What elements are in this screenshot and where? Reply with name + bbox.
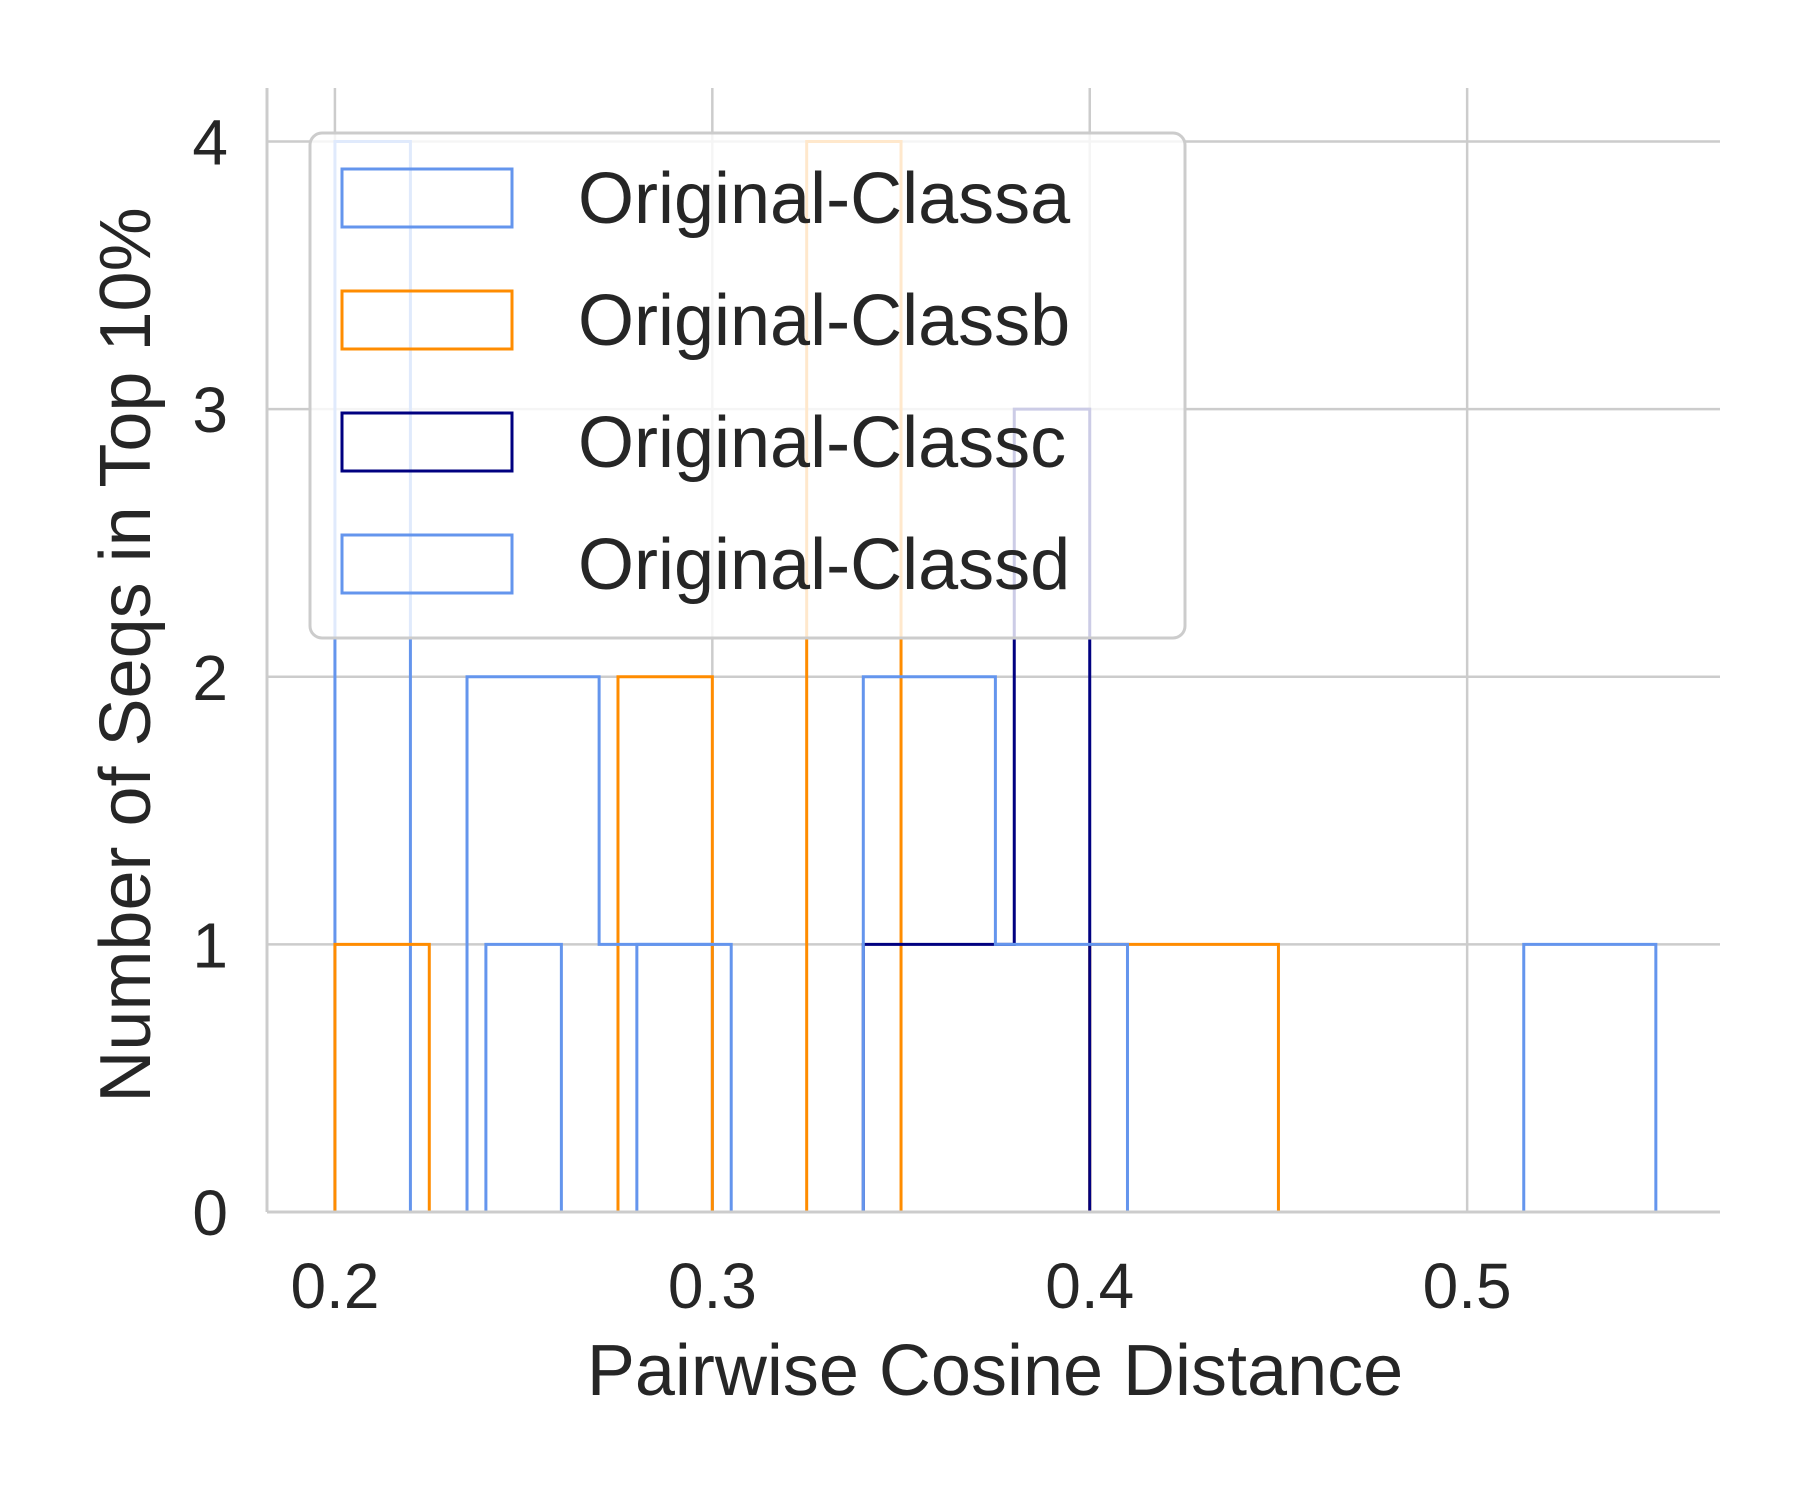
histogram-series-4 (465, 675, 1658, 1214)
y-tick-label: 1 (192, 909, 228, 981)
x-tick-label: 0.5 (1423, 1250, 1512, 1322)
y-tick-label: 0 (192, 1177, 228, 1249)
legend: Original-Classa Original-Classb Original-C… (308, 131, 1187, 640)
legend-label-2: Original-Classb (578, 281, 1070, 361)
x-tick-labels: 0.2 0.3 0.4 0.5 (290, 1250, 1511, 1322)
x-tick-label: 0.2 (290, 1250, 379, 1322)
y-tick-label: 4 (192, 107, 228, 179)
legend-swatch-4 (340, 533, 514, 595)
legend-label-4: Original-Classd (578, 525, 1070, 605)
axes (265, 88, 1720, 1214)
legend-label-3: Original-Classc (578, 403, 1066, 483)
legend-label-1: Original-Classa (578, 159, 1071, 239)
x-tick-label: 0.4 (1045, 1250, 1134, 1322)
x-axis-label: Pairwise Cosine Distance (587, 1331, 1403, 1411)
legend-swatch-2 (340, 289, 514, 351)
legend-swatch-1 (340, 167, 514, 229)
y-tick-labels: 0 1 2 3 4 (192, 107, 228, 1249)
y-tick-label: 3 (192, 374, 228, 446)
x-tick-label: 0.3 (668, 1250, 757, 1322)
legend-swatch-3 (340, 411, 514, 473)
legend-frame (308, 131, 1187, 640)
y-axis-label: Number of Seqs in Top 10% (86, 207, 166, 1102)
y-tick-label: 2 (192, 642, 228, 714)
